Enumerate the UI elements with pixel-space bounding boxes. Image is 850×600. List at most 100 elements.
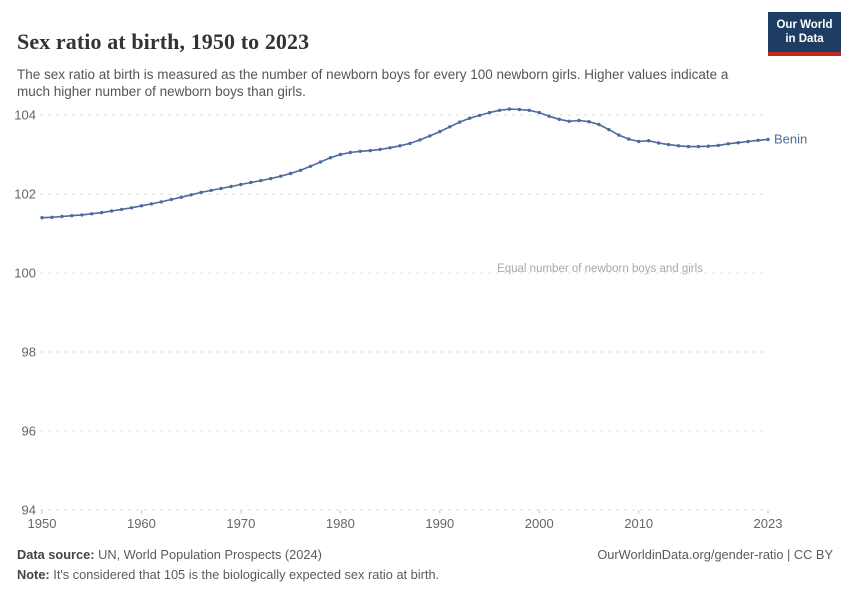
data-point-benin-1991[interactable] [448, 125, 452, 129]
data-point-benin-1966[interactable] [199, 190, 203, 195]
data-point-benin-1972[interactable] [259, 178, 263, 183]
data-point-benin-2000[interactable] [537, 110, 541, 115]
data-point-benin-1993[interactable] [467, 116, 472, 120]
data-point-benin-1951[interactable] [50, 215, 54, 219]
data-source-text: Data source: UN, World Population Prospe… [17, 547, 322, 562]
data-point-benin-2012[interactable] [656, 141, 661, 145]
data-point-benin-1950[interactable] [40, 216, 44, 220]
data-point-benin-1982[interactable] [358, 149, 362, 153]
y-tick-label-102: 102 [14, 186, 36, 202]
data-point-benin-1970[interactable] [239, 182, 243, 187]
data-point-benin-2013[interactable] [666, 142, 671, 147]
data-point-benin-2023[interactable] [766, 137, 770, 142]
owid-logo-line1: Our World [776, 19, 833, 31]
data-point-benin-1958[interactable] [119, 207, 124, 212]
data-point-benin-1979[interactable] [328, 156, 333, 160]
data-point-benin-1965[interactable] [189, 193, 193, 197]
data-point-benin-1962[interactable] [159, 200, 163, 204]
data-point-benin-1989[interactable] [428, 134, 432, 138]
data-point-benin-1992[interactable] [458, 120, 462, 124]
data-point-benin-2002[interactable] [557, 117, 561, 122]
data-source-value: UN, World Population Prospects (2024) [94, 547, 322, 562]
data-point-benin-2019[interactable] [726, 142, 730, 146]
data-point-benin-1977[interactable] [308, 164, 313, 168]
data-point-benin-1963[interactable] [169, 197, 173, 202]
data-point-benin-1975[interactable] [288, 171, 293, 176]
data-point-benin-2009[interactable] [627, 137, 631, 141]
chart-footer: Data source: UN, World Population Prospe… [17, 547, 833, 582]
data-point-benin-1978[interactable] [318, 160, 323, 164]
owid-citation-link[interactable]: OurWorldinData.org/gender-ratio | CC BY [597, 547, 833, 562]
data-point-benin-1990[interactable] [438, 129, 442, 134]
data-point-benin-1959[interactable] [129, 206, 134, 210]
data-point-benin-1955[interactable] [90, 212, 94, 216]
data-point-benin-2022[interactable] [756, 138, 760, 142]
data-point-benin-1976[interactable] [298, 168, 303, 172]
page-title: Sex ratio at birth, 1950 to 2023 [17, 28, 310, 54]
x-tick-label-1970: 1970 [226, 516, 256, 531]
data-point-benin-1999[interactable] [527, 108, 531, 113]
data-point-benin-1996[interactable] [497, 108, 502, 113]
data-point-benin-1956[interactable] [100, 210, 104, 215]
data-point-benin-1964[interactable] [179, 195, 183, 199]
x-tick-label-1960: 1960 [126, 516, 156, 531]
data-point-benin-2010[interactable] [637, 139, 641, 144]
data-point-benin-2017[interactable] [706, 144, 710, 148]
data-point-benin-1961[interactable] [149, 202, 154, 206]
data-point-benin-1987[interactable] [408, 141, 412, 146]
data-point-benin-2011[interactable] [647, 139, 651, 143]
x-tick-label-1950: 1950 [27, 516, 57, 531]
data-point-benin-1984[interactable] [378, 147, 382, 152]
data-point-benin-2020[interactable] [736, 141, 740, 145]
data-point-benin-1954[interactable] [80, 213, 84, 217]
data-point-benin-1973[interactable] [269, 176, 273, 181]
data-point-benin-2018[interactable] [716, 143, 720, 148]
data-point-benin-1969[interactable] [229, 184, 233, 189]
data-point-benin-1968[interactable] [219, 186, 223, 191]
data-point-benin-2004[interactable] [577, 118, 581, 123]
equal-ratio-annotation: Equal number of newborn boys and girls [497, 262, 703, 275]
data-point-benin-2005[interactable] [587, 120, 591, 124]
x-tick-label-2000: 2000 [524, 516, 554, 531]
data-point-benin-1988[interactable] [418, 138, 422, 142]
data-point-benin-2001[interactable] [547, 114, 551, 118]
data-point-benin-2007[interactable] [607, 127, 611, 132]
x-tick-label-2023: 2023 [753, 516, 783, 531]
data-point-benin-2006[interactable] [597, 122, 601, 127]
data-point-benin-1997[interactable] [507, 107, 512, 111]
data-point-benin-2003[interactable] [567, 119, 571, 124]
data-point-benin-1980[interactable] [338, 152, 343, 157]
data-point-benin-1983[interactable] [368, 148, 372, 153]
data-point-benin-1994[interactable] [477, 113, 482, 118]
entity-label-benin[interactable]: Benin [774, 131, 808, 147]
data-source-label: Data source: [17, 547, 95, 562]
data-point-benin-1953[interactable] [70, 214, 74, 218]
data-point-benin-1974[interactable] [279, 174, 283, 178]
data-point-benin-1995[interactable] [487, 110, 492, 115]
data-point-benin-1952[interactable] [60, 214, 64, 219]
data-point-benin-1986[interactable] [398, 144, 402, 148]
data-point-benin-1985[interactable] [388, 146, 392, 150]
data-point-benin-2008[interactable] [617, 133, 621, 137]
data-point-benin-1960[interactable] [139, 204, 144, 208]
series-line-benin[interactable] [41, 108, 769, 219]
data-point-benin-2016[interactable] [696, 144, 701, 149]
data-point-benin-1971[interactable] [249, 180, 253, 185]
x-tick-label-2010: 2010 [624, 516, 654, 531]
data-point-benin-1981[interactable] [348, 150, 352, 155]
y-tick-label-104: 104 [14, 107, 36, 123]
owid-logo-line2: in Data [785, 33, 824, 46]
x-tick-label-1990: 1990 [425, 516, 455, 531]
owid-logo[interactable]: Our World in Data [768, 12, 841, 56]
data-point-benin-2014[interactable] [676, 144, 681, 148]
y-tick-label-94: 94 [21, 502, 36, 518]
data-point-benin-1967[interactable] [209, 188, 213, 193]
x-tick-label-1980: 1980 [325, 516, 355, 531]
data-point-benin-2015[interactable] [686, 144, 691, 149]
data-point-benin-1957[interactable] [109, 209, 114, 213]
note-text: Note: It's considered that 105 is the bi… [17, 567, 833, 582]
data-point-benin-2021[interactable] [746, 139, 750, 144]
data-point-benin-1998[interactable] [517, 107, 522, 112]
